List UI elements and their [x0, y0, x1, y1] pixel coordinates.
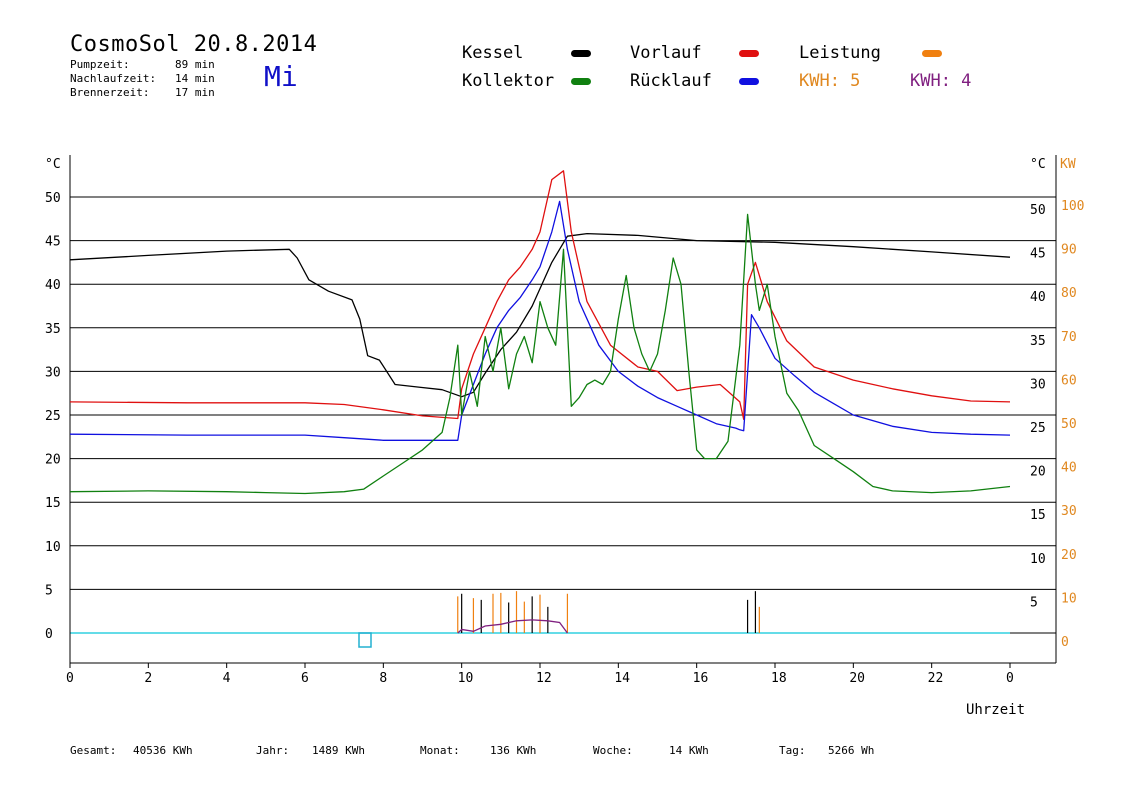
y-tick-left-15: 15	[45, 496, 61, 511]
kw-tick-0: 0	[1061, 635, 1069, 650]
kw-tick-80: 80	[1061, 286, 1077, 301]
y-tick-right-35: 35	[1030, 334, 1046, 349]
legend-vorlauf-swatch	[739, 50, 759, 57]
x-tick-label-2: 4	[223, 671, 231, 686]
y-tick-right-50: 50	[1030, 203, 1046, 218]
series-line-kessel	[69, 232, 1011, 398]
legend-ruecklauf-label: Rücklauf	[630, 71, 712, 91]
legend-ruecklauf-swatch	[739, 78, 759, 85]
footer-gesamt-label: Gesamt:	[70, 744, 117, 757]
legend-kollektor-swatch	[571, 78, 591, 85]
legend-leistung-label: Leistung	[799, 43, 881, 63]
legend-kollektor-label: Kollektor	[462, 71, 555, 91]
stat-nachlaufzeit-label: Nachlaufzeit:	[70, 72, 157, 85]
time-marker	[358, 632, 372, 648]
x-tick-label-6: 12	[536, 671, 552, 686]
y-tick-right-15: 15	[1030, 508, 1046, 523]
legend-vorlauf-label: Vorlauf	[630, 43, 702, 63]
y-tick-left-45: 45	[45, 235, 61, 250]
series-lines	[69, 170, 1011, 495]
x-tick-label-7: 14	[614, 671, 630, 686]
stat-pumpzeit-label: Pumpzeit:	[70, 58, 130, 71]
y-axis-label-right: °C	[1030, 157, 1046, 172]
y-tick-left-5: 5	[45, 583, 53, 598]
y-tick-left-0: 0	[45, 627, 53, 642]
kw-tick-90: 90	[1061, 243, 1077, 258]
footer-woche-value: 14 KWh	[669, 744, 709, 757]
y-axis-label-kw: KW	[1060, 157, 1076, 172]
x-tick-label-9: 18	[771, 671, 787, 686]
series-line-ruecklauf	[69, 200, 1011, 441]
y-tick-left-20: 20	[45, 453, 61, 468]
kw-tick-60: 60	[1061, 373, 1077, 388]
y-tick-left-10: 10	[45, 540, 61, 555]
footer-jahr-label: Jahr:	[256, 744, 290, 757]
legend-kessel-swatch	[571, 50, 591, 57]
y-tick-right-40: 40	[1030, 290, 1046, 305]
footer-woche-label: Woche:	[593, 744, 633, 757]
x-tick-label-0: 0	[66, 671, 74, 686]
stat-brennerzeit-label: Brennerzeit:	[70, 86, 150, 99]
x-tick-label-12: 0	[1006, 671, 1014, 686]
kw-tick-70: 70	[1061, 330, 1077, 345]
y-tick-right-5: 5	[1030, 595, 1038, 610]
footer-tag-label: Tag:	[779, 744, 806, 757]
y-tick-left-25: 25	[45, 409, 61, 424]
weekday-label: Mi	[264, 60, 298, 93]
series-line-kollektor	[69, 213, 1011, 495]
stat-nachlaufzeit-value: 14 min	[175, 72, 215, 85]
tick-labels: 0510152025303540455051015202530354045500…	[45, 191, 1084, 686]
x-tick-label-11: 22	[928, 671, 944, 686]
kw-tick-50: 50	[1061, 417, 1077, 432]
x-tick-label-3: 6	[301, 671, 309, 686]
y-tick-right-25: 25	[1030, 421, 1046, 436]
grid-lines	[70, 196, 1056, 634]
power-curve-purple	[457, 619, 568, 634]
y-axis-label-left: °C	[45, 157, 61, 172]
kw-tick-100: 100	[1061, 199, 1084, 214]
axes	[69, 155, 1057, 664]
kw-tick-40: 40	[1061, 461, 1077, 476]
kw-tick-10: 10	[1061, 591, 1077, 606]
footer-monat-label: Monat:	[420, 744, 460, 757]
y-tick-left-35: 35	[45, 322, 61, 337]
stat-pumpzeit-value: 89 min	[175, 58, 215, 71]
legend-kwh-5: KWH: 5	[799, 71, 861, 91]
kw-tick-20: 20	[1061, 548, 1077, 563]
chart-title: CosmoSol 20.8.2014	[70, 32, 318, 57]
legend-kwh-4: KWH: 4	[910, 71, 972, 91]
x-tick-label-4: 8	[379, 671, 387, 686]
power-spikes	[457, 591, 760, 634]
series-line-vorlauf	[69, 170, 1011, 421]
y-tick-right-30: 30	[1030, 377, 1046, 392]
stat-brennerzeit-value: 17 min	[175, 86, 215, 99]
x-tick-label-1: 2	[144, 671, 152, 686]
legend-leistung-swatch	[922, 50, 942, 57]
x-axis-label: Uhrzeit	[966, 702, 1025, 718]
y-tick-right-10: 10	[1030, 552, 1046, 567]
footer-gesamt-value: 40536 KWh	[133, 744, 193, 757]
legend-kessel-label: Kessel	[462, 43, 524, 63]
x-tick-label-10: 20	[849, 671, 865, 686]
y-tick-left-40: 40	[45, 278, 61, 293]
y-tick-left-30: 30	[45, 365, 61, 380]
footer-jahr-value: 1489 KWh	[312, 744, 365, 757]
footer-monat-value: 136 KWh	[490, 744, 537, 757]
x-tick-label-8: 16	[693, 671, 709, 686]
x-tick-label-5: 10	[458, 671, 474, 686]
y-tick-right-20: 20	[1030, 465, 1046, 480]
kw-tick-30: 30	[1061, 504, 1077, 519]
y-tick-left-50: 50	[45, 191, 61, 206]
y-tick-right-45: 45	[1030, 247, 1046, 262]
footer-tag-value: 5266 Wh	[828, 744, 875, 757]
